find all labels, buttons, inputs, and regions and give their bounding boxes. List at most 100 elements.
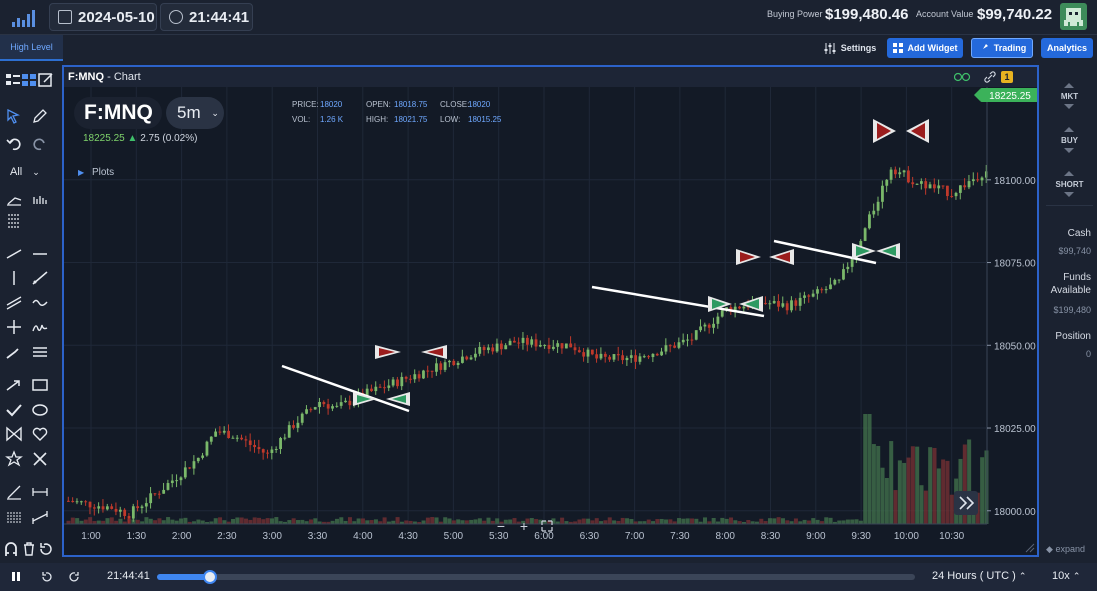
- close-icon[interactable]: [31, 450, 49, 468]
- trash-icon[interactable]: [20, 540, 38, 558]
- chevron-down-icon[interactable]: [1063, 191, 1075, 199]
- checkmark-icon[interactable]: [5, 401, 23, 419]
- trend-line-icon[interactable]: [5, 245, 23, 263]
- candle-body: [894, 169, 897, 175]
- bar-chart-logo-icon[interactable]: [10, 8, 38, 28]
- fit-screen-icon[interactable]: [541, 520, 553, 532]
- volume-bar: [884, 477, 889, 524]
- link-group-badge[interactable]: 1: [1001, 71, 1013, 83]
- volume-bar: [672, 521, 677, 524]
- timezone-select[interactable]: 24 Hours ( UTC ) ⌃: [932, 570, 1026, 582]
- arrow-up-icon: ▲: [127, 133, 138, 144]
- volume-bar: [287, 520, 292, 524]
- text-lines-icon[interactable]: [31, 343, 49, 361]
- volume-bar: [763, 521, 768, 524]
- pencil-icon[interactable]: [31, 107, 49, 125]
- price-chart[interactable]: 18100.00 18075.00 18050.00 18025.00 18000.00…: [64, 87, 1037, 555]
- bars-pattern-icon[interactable]: [31, 191, 49, 209]
- list-layout-icon[interactable]: [4, 71, 22, 89]
- chain-link-icon[interactable]: [984, 71, 996, 83]
- playback-time: 21:44:41: [107, 570, 150, 582]
- candle-body: [668, 345, 672, 347]
- market-order-button[interactable]: MKT: [1060, 92, 1079, 101]
- volume-bar: [274, 517, 279, 524]
- trading-button[interactable]: Trading: [971, 38, 1033, 58]
- grid-icon: [892, 43, 903, 53]
- rectangle-icon[interactable]: [31, 376, 49, 394]
- step-back-icon[interactable]: [40, 571, 52, 583]
- scroll-to-latest-button[interactable]: [954, 491, 978, 515]
- date-value: 2024-05-10: [78, 8, 155, 26]
- resize-handle-icon[interactable]: [1025, 543, 1035, 553]
- magnet-icon[interactable]: [2, 540, 20, 558]
- parallel-channel-icon[interactable]: [5, 293, 23, 311]
- ellipse-icon[interactable]: [31, 401, 49, 419]
- candle-body: [655, 353, 659, 356]
- popout-icon[interactable]: [37, 71, 55, 89]
- trend-angle-icon[interactable]: [5, 191, 23, 209]
- volume-bar: [447, 518, 452, 524]
- candle-body: [97, 506, 101, 509]
- fib-levels-icon[interactable]: [5, 211, 23, 229]
- measure-range-icon[interactable]: [31, 508, 49, 526]
- playback-slider-knob[interactable]: [203, 570, 218, 584]
- bowtie-icon[interactable]: [5, 425, 23, 443]
- speed-select[interactable]: 10x ⌃: [1052, 570, 1080, 582]
- settings-button[interactable]: Settings: [819, 38, 881, 58]
- wave-icon[interactable]: [31, 293, 49, 311]
- cursor-icon[interactable]: [5, 107, 23, 125]
- chevron-down-icon[interactable]: [1063, 103, 1075, 111]
- ray-icon[interactable]: [31, 269, 49, 287]
- candle-body: [84, 501, 88, 503]
- trendline-annotations[interactable]: [281, 119, 929, 413]
- chevron-down-icon[interactable]: [1063, 147, 1075, 155]
- expand-toggle[interactable]: ◆ expand: [1046, 544, 1085, 555]
- add-widget-button[interactable]: Add Widget: [887, 38, 963, 58]
- candle-body: [149, 493, 153, 504]
- crosshair-icon[interactable]: [5, 318, 23, 336]
- grid-layout-icon[interactable]: [20, 71, 38, 89]
- chevron-up-icon[interactable]: [1063, 81, 1075, 89]
- undo-icon[interactable]: [5, 135, 23, 153]
- signature-icon[interactable]: [31, 318, 49, 336]
- step-forward-icon[interactable]: [69, 571, 81, 583]
- vertical-line-icon[interactable]: [5, 269, 23, 287]
- candle-body: [785, 303, 789, 311]
- volume-bar: [244, 518, 249, 524]
- redo-icon[interactable]: [31, 135, 49, 153]
- chevron-up-icon[interactable]: [1063, 169, 1075, 177]
- avatar[interactable]: [1060, 3, 1087, 30]
- link-status-icon[interactable]: [954, 72, 974, 82]
- measure-horizontal-icon[interactable]: [31, 483, 49, 501]
- volume-bar: [482, 520, 487, 524]
- time-picker[interactable]: 21:44:41: [160, 3, 253, 31]
- short-button[interactable]: SHORT: [1055, 180, 1084, 189]
- tab-high-level[interactable]: High Level: [0, 35, 63, 61]
- playback-slider[interactable]: [157, 570, 915, 584]
- analytics-button[interactable]: Analytics: [1041, 38, 1093, 58]
- star-icon[interactable]: [5, 450, 23, 468]
- zoom-in-icon[interactable]: +: [520, 518, 528, 534]
- trading-label: Trading: [993, 43, 1027, 53]
- candle-body: [500, 343, 503, 350]
- brush-icon[interactable]: [5, 343, 23, 361]
- date-picker[interactable]: 2024-05-10: [49, 3, 157, 31]
- heart-icon[interactable]: [31, 425, 49, 443]
- y-tick-label: 18000.00: [994, 507, 1036, 518]
- interval-selector[interactable]: 5m ⌄: [166, 97, 224, 129]
- reset-icon[interactable]: [37, 540, 55, 558]
- ruler-icon[interactable]: [5, 483, 23, 501]
- candle-body: [491, 347, 495, 352]
- horizontal-line-icon[interactable]: [31, 245, 49, 263]
- symbol-selector[interactable]: F:MNQ: [74, 97, 162, 129]
- arrow-icon[interactable]: [5, 376, 23, 394]
- chevron-up-icon[interactable]: [1063, 125, 1075, 133]
- plots-toggle[interactable]: ▶ Plots: [78, 167, 114, 178]
- chart-title-symbol: F:MNQ: [68, 71, 105, 83]
- hatch-lines-icon[interactable]: [5, 508, 23, 526]
- buy-button[interactable]: BUY: [1061, 136, 1078, 145]
- candle-body: [75, 501, 79, 503]
- tool-filter-select[interactable]: All ⌄: [10, 163, 50, 181]
- zoom-out-icon[interactable]: −: [497, 518, 505, 534]
- pause-icon[interactable]: [11, 571, 21, 582]
